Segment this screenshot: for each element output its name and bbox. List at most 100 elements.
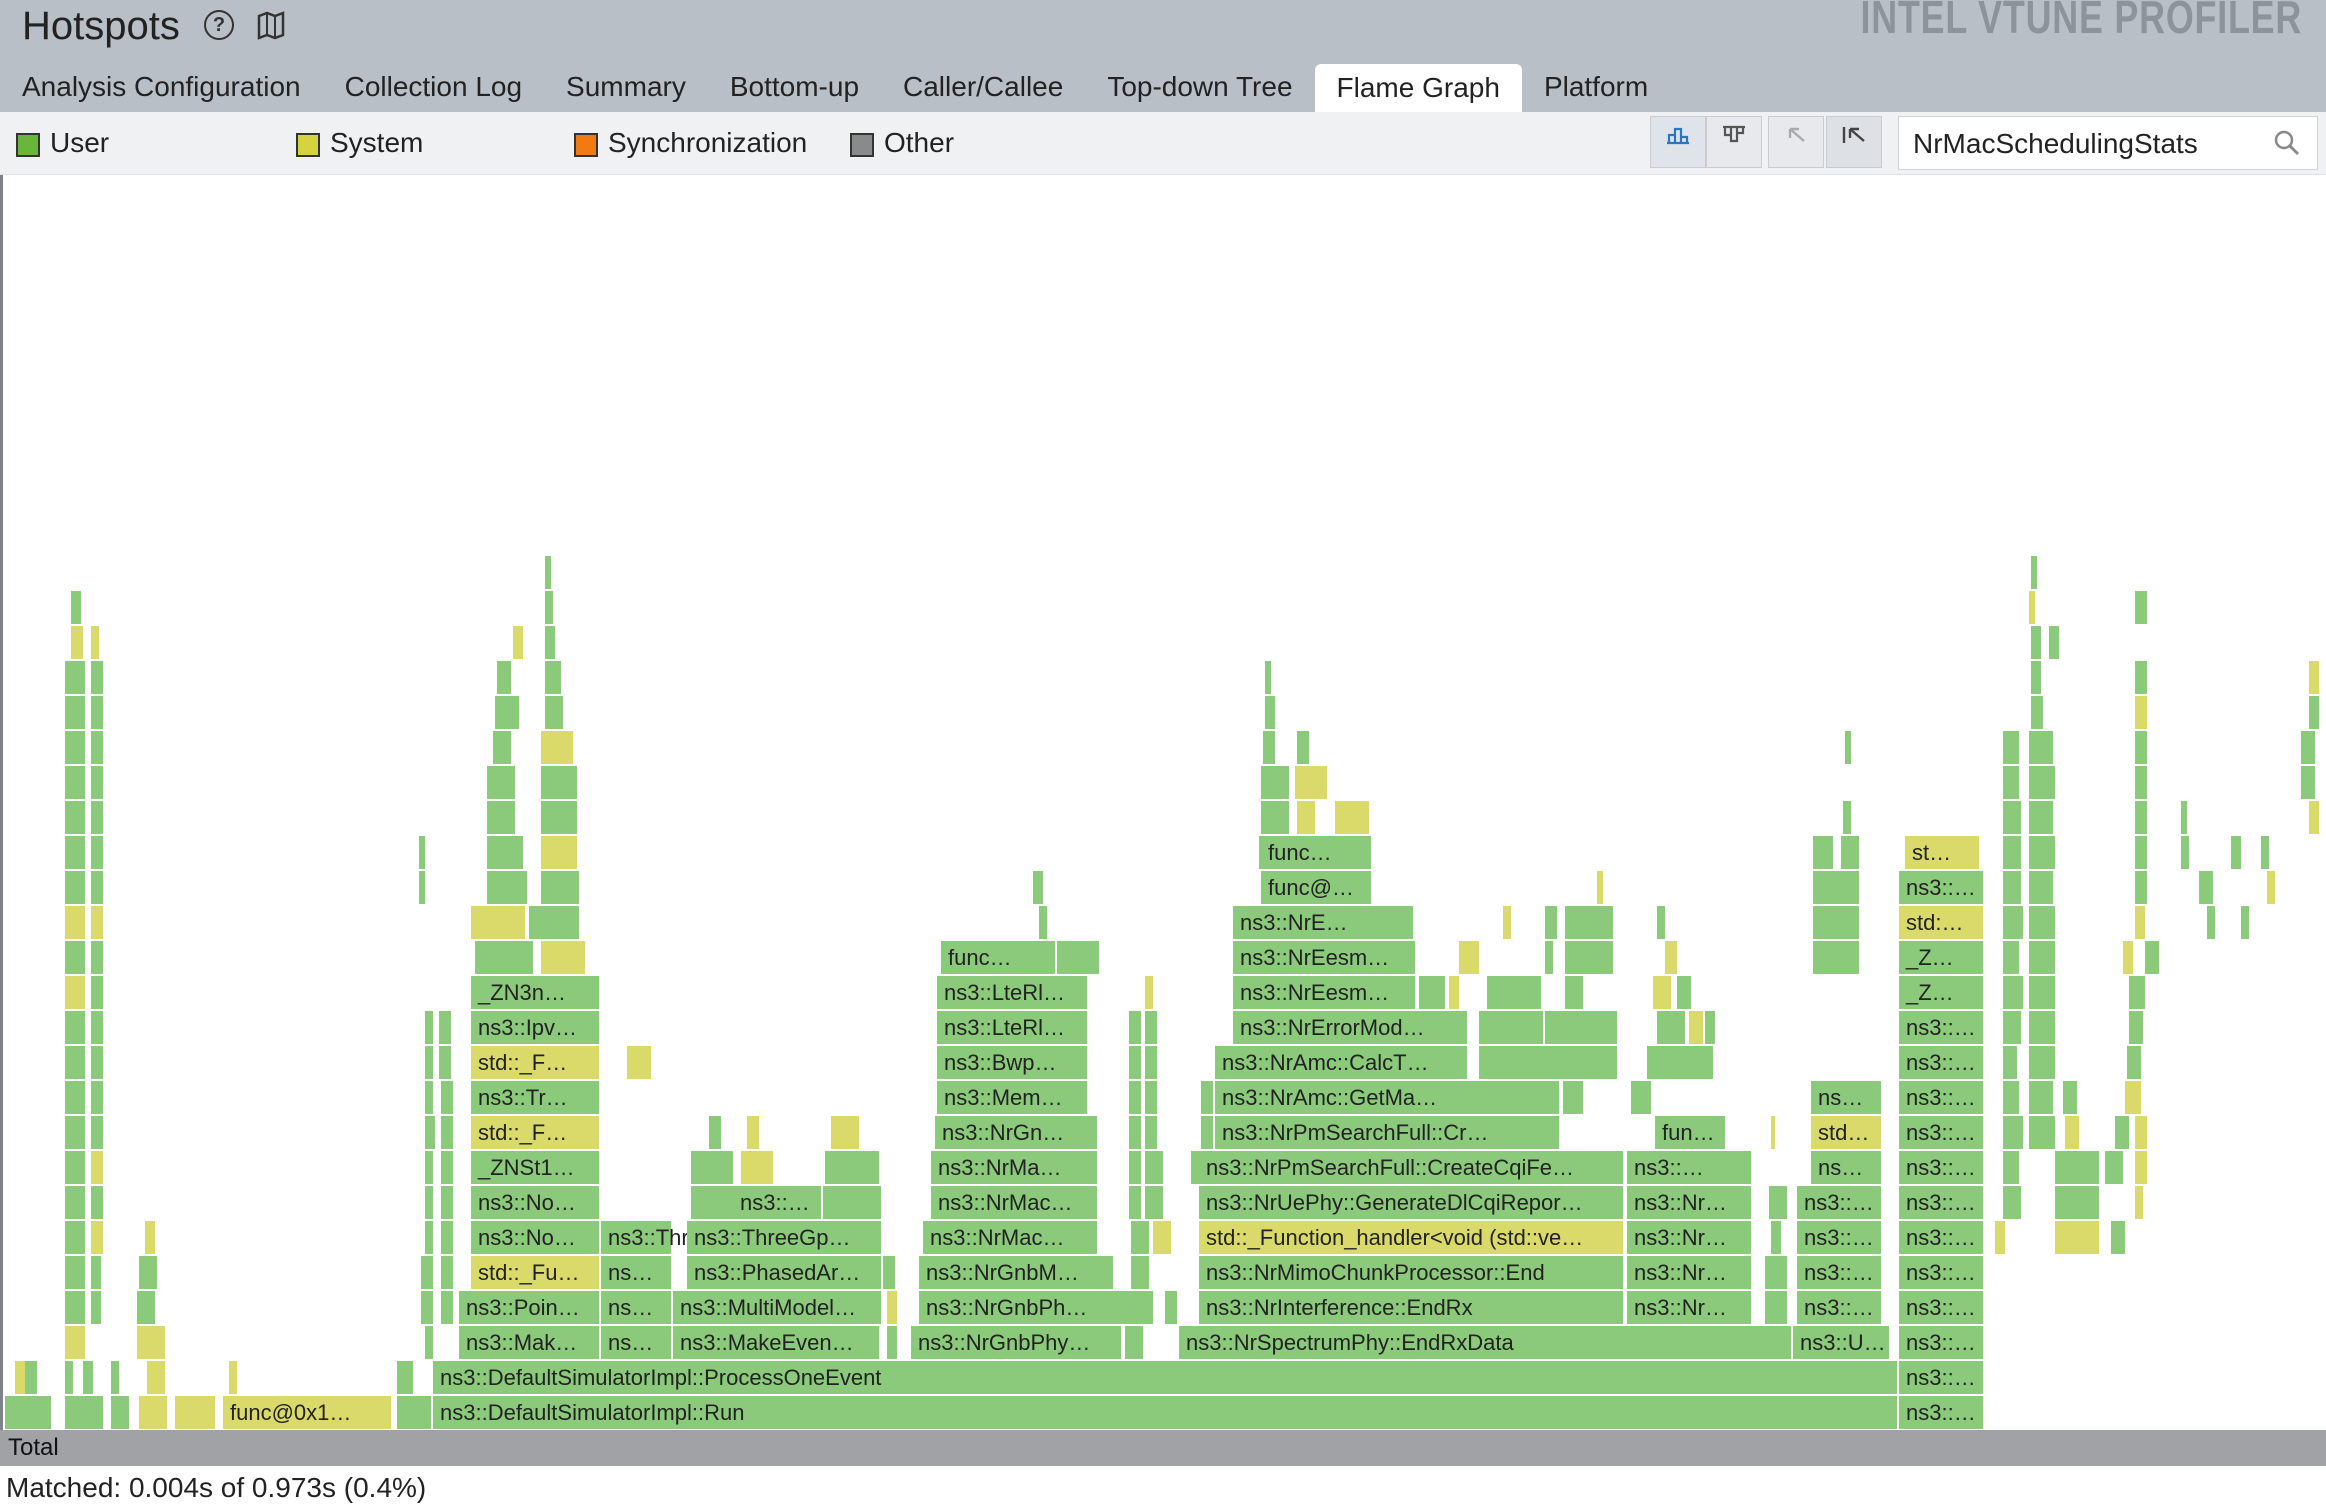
flame-frame[interactable] bbox=[825, 1151, 879, 1184]
flame-frame[interactable] bbox=[459, 1326, 599, 1359]
flame-frame[interactable] bbox=[2127, 1046, 2141, 1079]
flame-frame[interactable] bbox=[1841, 836, 1859, 869]
flame-frame[interactable] bbox=[1631, 1081, 1651, 1114]
flame-frame[interactable] bbox=[1129, 1081, 1141, 1114]
flame-frame[interactable] bbox=[91, 1221, 103, 1254]
flame-frame[interactable] bbox=[1487, 976, 1497, 1009]
flame-frame[interactable] bbox=[91, 941, 103, 974]
flame-frame[interactable] bbox=[1261, 766, 1289, 799]
flame-frame[interactable] bbox=[1201, 1081, 1213, 1114]
flame-frame[interactable] bbox=[1335, 801, 1369, 834]
flame-frame[interactable] bbox=[1215, 1046, 1467, 1079]
flame-frame[interactable] bbox=[2029, 731, 2053, 764]
flame-frame[interactable] bbox=[601, 1291, 671, 1324]
flame-frame[interactable] bbox=[421, 1256, 433, 1289]
flame-frame[interactable] bbox=[495, 696, 519, 729]
flame-frame[interactable] bbox=[937, 1081, 1087, 1114]
flame-frame[interactable] bbox=[2231, 836, 2241, 869]
flame-frame[interactable] bbox=[471, 1046, 599, 1079]
flame-frame[interactable] bbox=[2199, 871, 2213, 904]
flame-frame[interactable] bbox=[65, 1396, 103, 1429]
flame-frame[interactable] bbox=[2029, 1081, 2053, 1114]
flame-frame[interactable] bbox=[425, 1046, 433, 1079]
flame-frame[interactable] bbox=[91, 626, 99, 659]
flame-frame[interactable] bbox=[487, 801, 515, 834]
flame-frame[interactable] bbox=[137, 1291, 155, 1324]
flame-frame[interactable] bbox=[487, 766, 515, 799]
flame-frame[interactable] bbox=[1233, 1011, 1467, 1044]
flame-frame[interactable] bbox=[471, 1151, 599, 1184]
flame-frame[interactable] bbox=[601, 1221, 671, 1254]
flame-frame[interactable] bbox=[937, 1046, 1087, 1079]
flame-frame[interactable] bbox=[1905, 836, 1979, 869]
flame-frame[interactable] bbox=[1657, 906, 1665, 939]
tab-caller-callee[interactable]: Caller/Callee bbox=[903, 71, 1064, 102]
flame-frame[interactable] bbox=[541, 871, 579, 904]
flame-frame[interactable] bbox=[2309, 696, 2319, 729]
flame-frame[interactable] bbox=[1419, 976, 1445, 1009]
flame-frame[interactable] bbox=[2301, 766, 2315, 799]
flame-frame[interactable] bbox=[1039, 906, 1047, 939]
flame-frame[interactable] bbox=[1771, 1221, 1781, 1254]
flame-frame[interactable] bbox=[937, 1011, 1087, 1044]
flame-frame[interactable] bbox=[541, 731, 573, 764]
flame-frame[interactable] bbox=[425, 1186, 433, 1219]
flame-frame[interactable] bbox=[2301, 731, 2315, 764]
flame-frame[interactable] bbox=[65, 871, 85, 904]
flame-frame[interactable] bbox=[91, 836, 103, 869]
flame-frame[interactable] bbox=[887, 1291, 897, 1324]
flame-frame[interactable] bbox=[65, 766, 85, 799]
tab-top-down-tree[interactable]: Top-down Tree bbox=[1107, 71, 1293, 102]
flame-frame[interactable] bbox=[1677, 976, 1691, 1009]
flame-frame[interactable] bbox=[2031, 661, 2041, 694]
flame-frame[interactable] bbox=[709, 1116, 721, 1149]
flame-frame[interactable] bbox=[471, 1116, 599, 1149]
flame-frame[interactable] bbox=[1769, 1186, 1787, 1219]
tab-analysis-configuration[interactable]: Analysis Configuration bbox=[22, 71, 301, 102]
icicle-view-button[interactable] bbox=[1706, 116, 1762, 168]
search-icon[interactable] bbox=[2269, 125, 2305, 161]
flame-frame[interactable] bbox=[1813, 836, 1833, 869]
flame-frame[interactable] bbox=[1797, 1186, 1881, 1219]
flame-frame[interactable] bbox=[151, 1326, 165, 1359]
flame-frame[interactable] bbox=[627, 1046, 641, 1079]
flame-frame[interactable] bbox=[65, 1116, 85, 1149]
flame-frame[interactable] bbox=[1479, 1011, 1543, 1044]
legend-user[interactable]: User bbox=[16, 127, 109, 159]
flame-frame[interactable] bbox=[65, 1291, 85, 1324]
flame-frame[interactable] bbox=[1123, 1291, 1145, 1324]
flame-frame[interactable] bbox=[71, 626, 83, 659]
flame-frame[interactable] bbox=[441, 1151, 453, 1184]
flame-frame[interactable] bbox=[2029, 766, 2055, 799]
flame-frame[interactable] bbox=[2003, 1011, 2021, 1044]
flame-frame[interactable] bbox=[1201, 1116, 1213, 1149]
flame-frame[interactable] bbox=[2029, 591, 2035, 624]
flame-frame[interactable] bbox=[2003, 731, 2019, 764]
flame-frame[interactable] bbox=[937, 976, 1087, 1009]
flame-frame[interactable] bbox=[459, 1291, 599, 1324]
flame-frame[interactable] bbox=[433, 1396, 1897, 1429]
flame-frame[interactable] bbox=[471, 1186, 599, 1219]
flame-frame[interactable] bbox=[1131, 1221, 1149, 1254]
flame-frame[interactable] bbox=[493, 731, 511, 764]
flame-frame[interactable] bbox=[1199, 1151, 1623, 1184]
flame-frame[interactable] bbox=[441, 1291, 453, 1324]
flame-frame[interactable] bbox=[2003, 906, 2023, 939]
flame-frame[interactable] bbox=[1899, 1256, 1983, 1289]
flame-frame[interactable] bbox=[1131, 1256, 1149, 1289]
flame-frame[interactable] bbox=[529, 906, 579, 939]
flame-frame[interactable] bbox=[397, 1361, 413, 1394]
flame-frame[interactable] bbox=[1263, 731, 1275, 764]
flame-frame[interactable] bbox=[1771, 1116, 1775, 1149]
search-input[interactable] bbox=[1911, 121, 2255, 167]
flame-frame[interactable] bbox=[65, 1221, 85, 1254]
flame-frame[interactable] bbox=[441, 1221, 453, 1254]
flame-frame[interactable] bbox=[1765, 1256, 1787, 1289]
flame-frame[interactable] bbox=[1265, 661, 1271, 694]
flame-frame[interactable] bbox=[2135, 1186, 2143, 1219]
flame-frame[interactable] bbox=[2135, 766, 2147, 799]
flame-frame[interactable] bbox=[2267, 871, 2275, 904]
flame-frame[interactable] bbox=[2029, 941, 2055, 974]
flame-frame[interactable] bbox=[91, 801, 103, 834]
flame-frame[interactable] bbox=[111, 1361, 119, 1394]
